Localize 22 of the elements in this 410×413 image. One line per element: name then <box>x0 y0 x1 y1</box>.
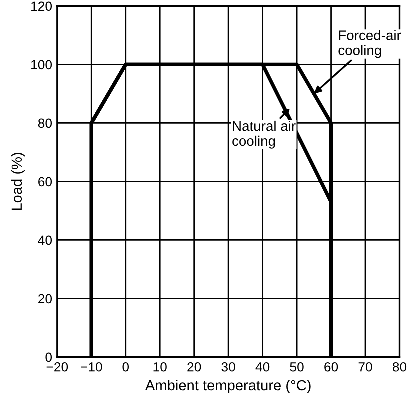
x-tick-label: 30 <box>222 362 236 372</box>
x-tick-label: 40 <box>256 362 270 372</box>
annotation: Forced-air cooling <box>338 30 402 58</box>
x-tick-label: 70 <box>358 362 372 372</box>
x-tick-label: 80 <box>392 362 407 372</box>
x-tick-label: 10 <box>154 362 167 372</box>
x-axis-title: Ambient temperature (°C) <box>145 380 311 394</box>
y-tick-label: 120 <box>32 2 52 12</box>
x-tick-label: −10 <box>81 362 102 372</box>
x-tick-label: 60 <box>324 362 338 372</box>
y-tick-label: 100 <box>32 60 52 70</box>
y-tick-label: 60 <box>38 177 52 187</box>
y-tick-label: 20 <box>38 294 52 304</box>
x-tick-label: −20 <box>46 362 68 372</box>
y-axis-title: Load (%) <box>11 153 25 210</box>
y-tick-label: 80 <box>38 118 52 128</box>
annotation: Natural air cooling <box>232 120 296 149</box>
x-tick-label: 50 <box>290 362 304 372</box>
y-tick-label: 0 <box>46 352 52 362</box>
x-tick-label: 0 <box>122 362 130 372</box>
y-tick-label: 40 <box>38 236 52 246</box>
x-tick-label: 20 <box>188 362 202 372</box>
